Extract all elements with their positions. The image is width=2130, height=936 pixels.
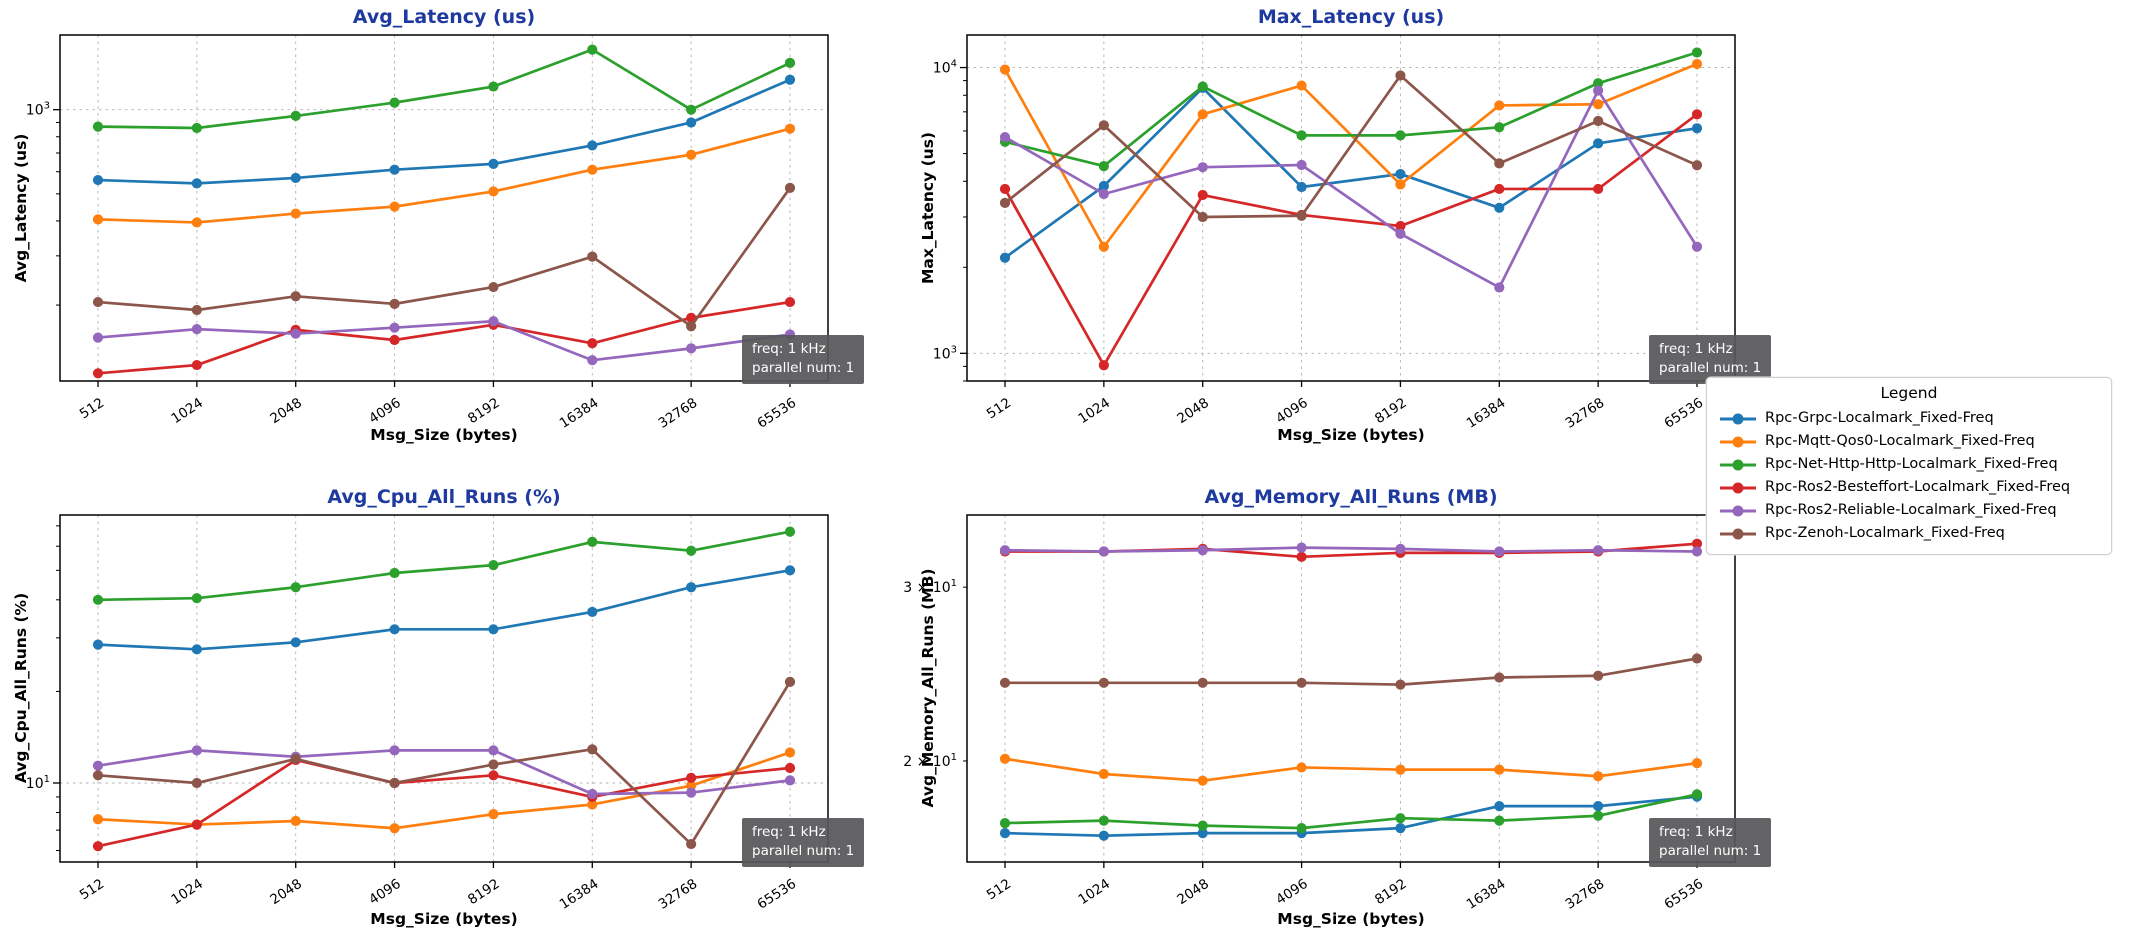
svg-text:16384: 16384 <box>557 876 602 913</box>
line-dot-marker-icon <box>1719 434 1757 448</box>
annotation-parallel: parallel num: 1 <box>752 359 855 376</box>
legend-title: Legend <box>1880 384 1938 402</box>
chart-title-avg-latency: Avg_Latency (us) <box>352 6 536 28</box>
legend-item-ros2-reliable: Rpc-Ros2-Reliable-Localmark_Fixed-Freq <box>1707 498 2111 521</box>
ylabel-avg-latency: Avg_Latency (us) <box>12 133 30 283</box>
line-dot-marker-icon <box>1719 503 1757 517</box>
svg-text:16384: 16384 <box>557 395 602 432</box>
svg-text:8192: 8192 <box>465 395 503 427</box>
svg-text:8192: 8192 <box>465 876 503 908</box>
legend-item-mqtt: Rpc-Mqtt-Qos0-Localmark_Fixed-Freq <box>1707 429 2111 452</box>
chart-avg-memory: 512 1024 2048 4096 8192 16384 32768 65536 3 × 10… <box>903 514 1736 913</box>
svg-text:1024: 1024 <box>169 876 207 908</box>
annotation-parallel: parallel num: 1 <box>1659 359 1762 376</box>
xlabel-avg-memory: Msg_Size (bytes) <box>1277 910 1425 928</box>
legend-item-label: Rpc-Zenoh-Localmark_Fixed-Freq <box>1765 524 2005 541</box>
legend-item-ros2-besteffort: Rpc-Ros2-Besteffort-Localmark_Fixed-Freq <box>1707 475 2111 498</box>
svg-text:4096: 4096 <box>366 395 404 427</box>
svg-text:4096: 4096 <box>1273 395 1311 427</box>
svg-text:512: 512 <box>77 876 107 903</box>
legend-item-label: Rpc-Mqtt-Qos0-Localmark_Fixed-Freq <box>1765 432 2035 449</box>
xlabel-avg-latency: Msg_Size (bytes) <box>370 426 518 444</box>
chart-title-max-latency: Max_Latency (us) <box>1257 6 1445 28</box>
legend-item-grpc: Rpc-Grpc-Localmark_Fixed-Freq <box>1707 406 2111 429</box>
svg-text:512: 512 <box>984 395 1014 422</box>
legend-item-net-http: Rpc-Net-Http-Http-Localmark_Fixed-Freq <box>1707 452 2111 475</box>
xlabel-avg-cpu: Msg_Size (bytes) <box>370 910 518 928</box>
annotation-max-latency: freq: 1 kHz parallel num: 1 <box>1649 335 1772 384</box>
svg-text:4096: 4096 <box>366 876 404 908</box>
ylabel-max-latency: Max_Latency (us) <box>919 131 937 285</box>
svg-text:3 × 101: 3 × 101 <box>903 578 957 596</box>
chart-title-avg-memory: Avg_Memory_All_Runs (MB) <box>1204 486 1498 508</box>
svg-text:32768: 32768 <box>1563 876 1608 913</box>
svg-text:103: 103 <box>933 344 957 362</box>
annotation-avg-memory: freq: 1 kHz parallel num: 1 <box>1649 818 1772 867</box>
chart-title-avg-cpu: Avg_Cpu_All_Runs (%) <box>327 486 561 508</box>
annotation-avg-cpu: freq: 1 kHz parallel num: 1 <box>742 818 865 867</box>
ylabel-avg-cpu: Avg_Cpu_All_Runs (%) <box>12 592 30 784</box>
legend-box: Legend Rpc-Grpc-Localmark_Fixed-Freq Rpc… <box>1706 377 2112 555</box>
svg-text:65536: 65536 <box>1661 876 1706 913</box>
chart-avg-latency: 512 1024 2048 4096 8192 16384 32768 65536 103 <box>26 34 829 432</box>
annotation-freq: freq: 1 kHz <box>1659 341 1733 357</box>
svg-text:2048: 2048 <box>267 395 305 427</box>
legend-item-label: Rpc-Net-Http-Http-Localmark_Fixed-Freq <box>1765 455 2058 472</box>
svg-text:16384: 16384 <box>1464 876 1509 913</box>
chart-avg-cpu: 512 1024 2048 4096 8192 16384 32768 65536 101 <box>26 514 829 913</box>
svg-text:65536: 65536 <box>754 395 799 432</box>
legend-item-zenoh: Rpc-Zenoh-Localmark_Fixed-Freq <box>1707 521 2111 544</box>
svg-text:8192: 8192 <box>1372 395 1410 427</box>
svg-text:1024: 1024 <box>169 395 207 427</box>
annotation-avg-latency: freq: 1 kHz parallel num: 1 <box>742 335 865 384</box>
svg-text:2048: 2048 <box>1174 876 1212 908</box>
svg-text:65536: 65536 <box>754 876 799 913</box>
annotation-freq: freq: 1 kHz <box>752 824 826 840</box>
svg-text:2048: 2048 <box>1174 395 1212 427</box>
line-dot-marker-icon <box>1719 526 1757 540</box>
svg-text:2048: 2048 <box>267 876 305 908</box>
annotation-parallel: parallel num: 1 <box>1659 842 1762 859</box>
svg-text:65536: 65536 <box>1661 395 1706 432</box>
ylabel-avg-memory: Avg_Memory_All_Runs (MB) <box>919 568 937 808</box>
svg-text:4096: 4096 <box>1273 876 1311 908</box>
legend-item-label: Rpc-Grpc-Localmark_Fixed-Freq <box>1765 409 1994 426</box>
svg-text:104: 104 <box>933 59 957 77</box>
annotation-parallel: parallel num: 1 <box>752 842 855 859</box>
svg-text:32768: 32768 <box>656 876 701 913</box>
svg-text:16384: 16384 <box>1464 395 1509 432</box>
svg-text:512: 512 <box>984 876 1014 903</box>
svg-text:1024: 1024 <box>1076 395 1114 427</box>
svg-text:32768: 32768 <box>1563 395 1608 432</box>
svg-text:2 × 101: 2 × 101 <box>903 752 957 770</box>
svg-text:32768: 32768 <box>656 395 701 432</box>
line-dot-marker-icon <box>1719 411 1757 425</box>
svg-text:8192: 8192 <box>1372 876 1410 908</box>
svg-text:512: 512 <box>77 395 107 422</box>
line-dot-marker-icon <box>1719 480 1757 494</box>
svg-text:103: 103 <box>26 101 50 119</box>
annotation-freq: freq: 1 kHz <box>1659 824 1733 840</box>
line-dot-marker-icon <box>1719 457 1757 471</box>
chart-max-latency: 512 1024 2048 4096 8192 16384 32768 65536 104 103 <box>933 34 1736 432</box>
xlabel-max-latency: Msg_Size (bytes) <box>1277 426 1425 444</box>
svg-text:1024: 1024 <box>1076 876 1114 908</box>
svg-text:101: 101 <box>26 774 50 792</box>
legend-item-label: Rpc-Ros2-Besteffort-Localmark_Fixed-Freq <box>1765 478 2071 495</box>
legend-item-label: Rpc-Ros2-Reliable-Localmark_Fixed-Freq <box>1765 501 2057 518</box>
annotation-freq: freq: 1 kHz <box>752 341 826 357</box>
